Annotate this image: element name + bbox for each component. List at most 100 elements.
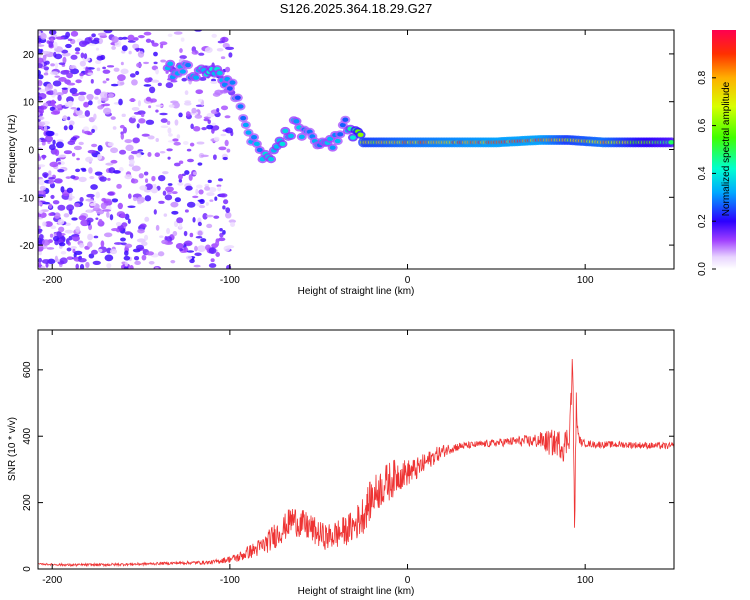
noise-blob bbox=[84, 110, 91, 117]
ridge-mark bbox=[334, 138, 341, 144]
noise-blob bbox=[141, 254, 147, 261]
noise-blob bbox=[131, 79, 138, 86]
noise-blob bbox=[197, 162, 203, 166]
y-tick-label: 400 bbox=[22, 427, 33, 444]
noise-blob bbox=[87, 233, 94, 241]
noise-blob bbox=[42, 154, 46, 160]
noise-blob bbox=[42, 172, 49, 178]
noise-blob bbox=[38, 251, 42, 256]
noise-blob bbox=[57, 218, 65, 225]
ridge-mark bbox=[226, 86, 233, 91]
noise-blob bbox=[94, 96, 99, 100]
noise-blob bbox=[38, 63, 43, 69]
noise-blob bbox=[175, 242, 184, 250]
noise-blob bbox=[134, 260, 141, 266]
noise-blob bbox=[66, 187, 74, 194]
noise-blob bbox=[186, 158, 194, 163]
noise-blob bbox=[167, 33, 173, 38]
noise-blob bbox=[179, 48, 183, 53]
noise-blob bbox=[138, 173, 144, 179]
noise-blob bbox=[199, 205, 206, 209]
spectrogram-x-ticks: -200 -100 0 100 bbox=[42, 30, 594, 286]
noise-blob bbox=[38, 69, 41, 76]
noise-blob bbox=[38, 138, 42, 143]
noise-blob bbox=[38, 48, 43, 55]
noise-blob bbox=[38, 225, 41, 229]
noise-blob bbox=[195, 235, 203, 239]
ridge-mark bbox=[342, 117, 349, 122]
chart-title: S126.2025.364.18.29.G27 bbox=[279, 1, 433, 16]
noise-blob bbox=[190, 123, 194, 130]
noise-blob bbox=[208, 187, 217, 193]
noise-blob bbox=[129, 98, 136, 102]
noise-blob bbox=[102, 69, 111, 74]
noise-blob bbox=[61, 87, 69, 90]
noise-blob bbox=[212, 154, 217, 161]
noise-blob bbox=[132, 43, 140, 50]
noise-blob bbox=[54, 53, 63, 60]
noise-blob bbox=[49, 161, 59, 168]
noise-blob bbox=[147, 151, 152, 157]
noise-blob bbox=[118, 167, 124, 172]
noise-blob bbox=[44, 86, 49, 92]
noise-blob bbox=[194, 252, 202, 257]
noise-blob bbox=[40, 209, 49, 212]
noise-blob bbox=[78, 242, 85, 248]
noise-blob bbox=[208, 263, 217, 268]
noise-blob bbox=[66, 204, 75, 211]
colorbar-label: Normalized spectral amplitude bbox=[721, 81, 732, 216]
ridge-mark bbox=[282, 128, 289, 134]
noise-blob bbox=[200, 154, 209, 158]
noise-blob bbox=[133, 37, 139, 41]
noise-blob bbox=[197, 230, 203, 236]
noise-blob bbox=[48, 176, 56, 180]
noise-blob bbox=[222, 205, 226, 210]
noise-blob bbox=[117, 224, 124, 232]
noise-blob bbox=[177, 182, 184, 186]
noise-blob bbox=[38, 237, 42, 244]
noise-blob bbox=[46, 247, 55, 250]
noise-blob bbox=[88, 43, 96, 46]
noise-blob bbox=[109, 214, 114, 221]
noise-blob bbox=[222, 229, 226, 235]
ridge-mark bbox=[268, 156, 275, 162]
y-tick-label: -10 bbox=[20, 193, 35, 204]
noise-blob bbox=[143, 171, 149, 176]
noise-blob bbox=[176, 217, 184, 224]
ridge-mark bbox=[339, 122, 346, 128]
noise-blob bbox=[88, 167, 93, 174]
noise-blob bbox=[211, 122, 216, 126]
noise-blob bbox=[107, 93, 115, 98]
noise-blob bbox=[40, 32, 47, 40]
noise-blob bbox=[216, 48, 224, 52]
spectrogram-background bbox=[38, 30, 674, 269]
noise-blob bbox=[121, 113, 126, 118]
noise-blob bbox=[52, 139, 56, 146]
noise-blob bbox=[135, 70, 140, 76]
x-tick-label: -100 bbox=[220, 275, 240, 286]
noise-blob bbox=[68, 120, 75, 126]
noise-blob bbox=[136, 152, 142, 158]
noise-blob bbox=[119, 149, 127, 155]
noise-blob bbox=[176, 134, 181, 139]
noise-blob bbox=[95, 191, 101, 199]
noise-blob bbox=[66, 247, 72, 252]
noise-blob bbox=[93, 37, 100, 42]
noise-blob bbox=[207, 119, 211, 125]
x-tick-label: 100 bbox=[577, 275, 594, 286]
noise-blob bbox=[133, 111, 141, 115]
ridge-mark bbox=[287, 133, 294, 139]
colorbar-tick-label: 0.4 bbox=[697, 166, 708, 180]
noise-blob bbox=[97, 99, 102, 105]
noise-blob bbox=[48, 30, 57, 35]
noise-blob bbox=[50, 99, 56, 107]
noise-blob bbox=[95, 47, 100, 51]
noise-blob bbox=[49, 233, 54, 238]
noise-blob bbox=[124, 174, 133, 180]
noise-blob bbox=[78, 91, 87, 96]
noise-blob bbox=[52, 235, 60, 242]
noise-blob bbox=[144, 178, 149, 183]
noise-blob bbox=[80, 52, 85, 59]
noise-blob bbox=[143, 84, 152, 87]
